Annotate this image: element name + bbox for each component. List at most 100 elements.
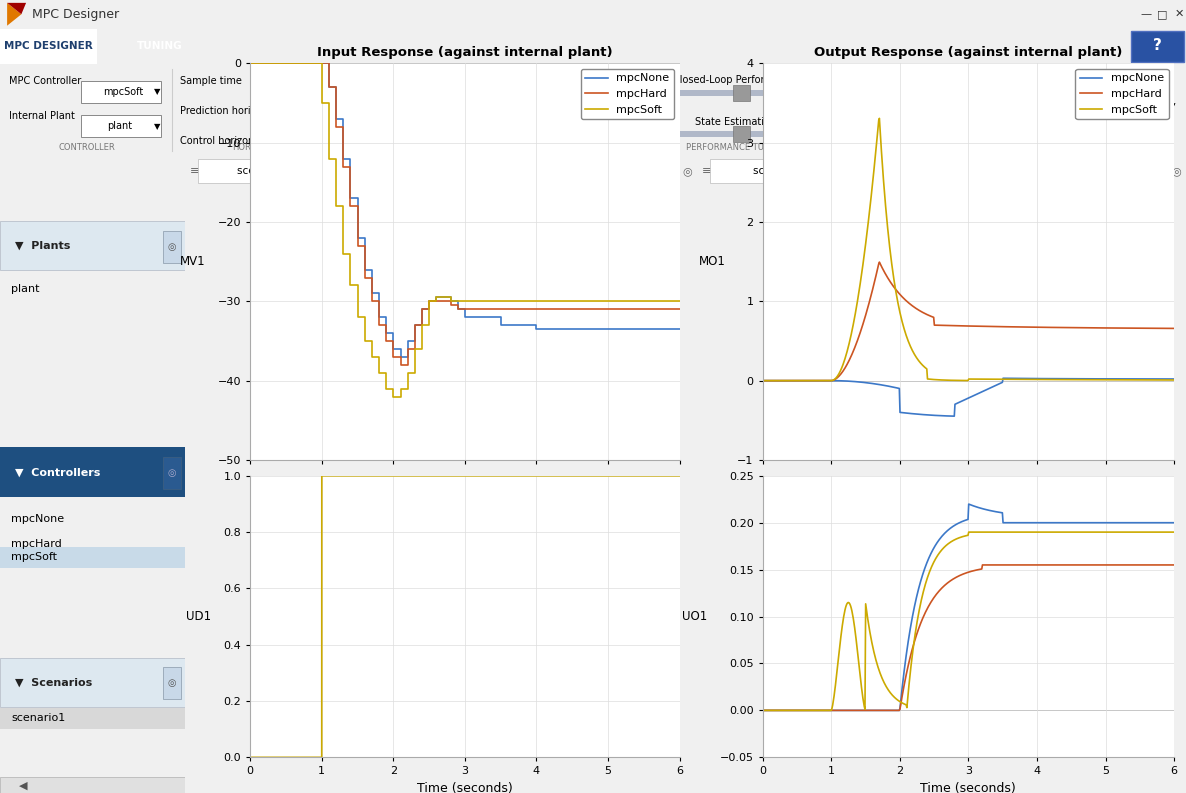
mpcNone [1066, 374, 1080, 384]
Text: scenario1: scenario1 [11, 714, 65, 723]
mpcSoft [828, 374, 842, 383]
mpcNone [286, 59, 300, 68]
Line: mpcNone: mpcNone [763, 378, 1174, 416]
Bar [81, 115, 161, 137]
Text: PERFORMANCE TUNING: PERFORMANCE TUNING [686, 143, 785, 151]
X-axis label: Time (seconds): Time (seconds) [920, 782, 1016, 793]
Text: ◎: ◎ [682, 167, 693, 176]
Text: Internal Plant: Internal Plant [9, 111, 76, 121]
mpcNone [1167, 374, 1181, 384]
mpcHard [536, 305, 550, 314]
Legend: mpcNone, mpcHard, mpcSoft: mpcNone, mpcHard, mpcSoft [1076, 69, 1168, 119]
mpcHard [394, 360, 408, 370]
Bar [162, 668, 181, 699]
Bar [162, 457, 181, 488]
Y-axis label: UO1: UO1 [682, 610, 707, 623]
Text: mpcHard: mpcHard [11, 539, 62, 550]
mpcNone [755, 376, 770, 385]
mpcNone [394, 352, 408, 362]
Text: Review
Design: Review Design [997, 86, 1031, 105]
Text: ✕: ✕ [1174, 10, 1184, 19]
Text: scenario1: Output  ×: scenario1: Output × [753, 167, 862, 176]
Title: Output Response (against internal plant): Output Response (against internal plant) [814, 47, 1123, 59]
mpcNone [672, 324, 687, 334]
Text: 2: 2 [283, 145, 291, 155]
Text: ◎: ◎ [167, 468, 177, 478]
mpcSoft [243, 59, 257, 68]
Text: State Estimation: State Estimation [695, 117, 776, 127]
mpcSoft [999, 374, 1013, 384]
mpcHard [286, 59, 300, 68]
Title: Input Response (against internal plant): Input Response (against internal plant) [317, 47, 613, 59]
Text: MPC DESIGNER: MPC DESIGNER [5, 40, 93, 51]
Bar [81, 81, 161, 102]
Text: ▼: ▼ [154, 122, 160, 131]
mpcHard [861, 301, 875, 310]
Text: ◎: ◎ [167, 242, 177, 251]
mpcHard [343, 201, 357, 211]
mpcHard [1031, 323, 1045, 332]
mpcNone [243, 59, 257, 68]
Text: Estimation
Models ▼: Estimation Models ▼ [442, 96, 490, 115]
Bar [198, 159, 377, 183]
mpcHard [651, 305, 665, 314]
Text: MPC Designer: MPC Designer [32, 8, 119, 21]
Text: Aggressive: Aggressive [907, 67, 961, 77]
Bar [0, 658, 185, 707]
Bar [0, 547, 185, 568]
Bar [162, 231, 181, 262]
mpcSoft [536, 297, 550, 306]
mpcSoft [1167, 375, 1181, 385]
Text: mpcSoft: mpcSoft [103, 86, 144, 97]
Text: plant: plant [107, 121, 132, 132]
mpcNone [828, 376, 842, 385]
mpcHard [243, 59, 257, 68]
mpcHard [828, 374, 842, 384]
Text: ?: ? [1153, 38, 1162, 53]
mpcHard [872, 258, 886, 267]
Text: ◎: ◎ [167, 678, 177, 688]
Text: Prediction horizon: Prediction horizon [180, 106, 268, 117]
mpcSoft [672, 297, 687, 306]
mpcHard [999, 322, 1013, 331]
mpcHard [515, 305, 529, 314]
mpcSoft [429, 293, 444, 302]
Text: Faster: Faster [931, 109, 961, 119]
mpcHard [1167, 324, 1181, 333]
mpcNone [651, 324, 665, 334]
mpcNone [948, 412, 962, 421]
Text: Export
Controller ▼: Export Controller ▼ [1121, 91, 1175, 110]
X-axis label: Time (seconds): Time (seconds) [417, 782, 512, 793]
Text: ▼: ▼ [154, 87, 160, 96]
Text: TUNING: TUNING [138, 40, 183, 51]
Polygon shape [7, 3, 26, 14]
Text: Constraints: Constraints [323, 94, 380, 104]
Text: plant: plant [11, 285, 39, 294]
Legend: mpcNone, mpcHard, mpcSoft: mpcNone, mpcHard, mpcSoft [581, 69, 674, 119]
mpcSoft [872, 113, 886, 123]
Text: —: — [1140, 10, 1152, 19]
Bar [0, 777, 185, 793]
mpcNone [343, 193, 357, 203]
Text: DESIGN: DESIGN [401, 143, 434, 151]
mpcNone [1000, 374, 1014, 383]
mpcSoft [387, 392, 401, 401]
Line: mpcHard: mpcHard [763, 262, 1174, 381]
mpcNone [1032, 374, 1046, 383]
Text: Weights: Weights [388, 94, 426, 104]
Text: CONTROLLER: CONTROLLER [58, 143, 115, 151]
Bar [709, 159, 905, 183]
Text: ▼  Scenarios: ▼ Scenarios [14, 678, 93, 688]
mpcNone [515, 320, 529, 330]
Text: ◎: ◎ [1172, 167, 1181, 176]
mpcSoft [651, 297, 665, 306]
Text: mpcNone: mpcNone [11, 514, 64, 524]
mpcSoft [1031, 375, 1045, 385]
Text: Control horizon: Control horizon [180, 136, 255, 147]
mpcNone [429, 293, 444, 302]
mpcHard [1066, 323, 1080, 332]
Polygon shape [7, 3, 21, 25]
Text: ◀: ◀ [19, 780, 27, 791]
mpcSoft [755, 376, 770, 385]
Bar [253, 109, 321, 131]
